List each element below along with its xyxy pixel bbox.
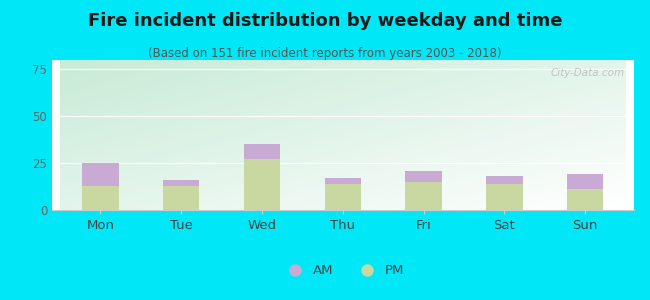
Bar xyxy=(83,163,119,186)
Bar xyxy=(83,186,119,210)
Bar xyxy=(567,174,603,189)
Bar xyxy=(163,186,200,210)
Bar xyxy=(244,144,280,159)
Legend: AM, PM: AM, PM xyxy=(278,260,408,281)
Bar xyxy=(406,182,442,210)
Bar xyxy=(567,189,603,210)
Bar xyxy=(163,180,200,186)
Bar xyxy=(244,159,280,210)
Bar xyxy=(325,178,361,184)
Bar xyxy=(486,176,523,184)
Text: Fire incident distribution by weekday and time: Fire incident distribution by weekday an… xyxy=(88,12,562,30)
Bar xyxy=(325,184,361,210)
Bar xyxy=(486,184,523,210)
Bar xyxy=(406,171,442,182)
Text: (Based on 151 fire incident reports from years 2003 - 2018): (Based on 151 fire incident reports from… xyxy=(148,46,502,59)
Text: City-Data.com: City-Data.com xyxy=(551,68,625,77)
